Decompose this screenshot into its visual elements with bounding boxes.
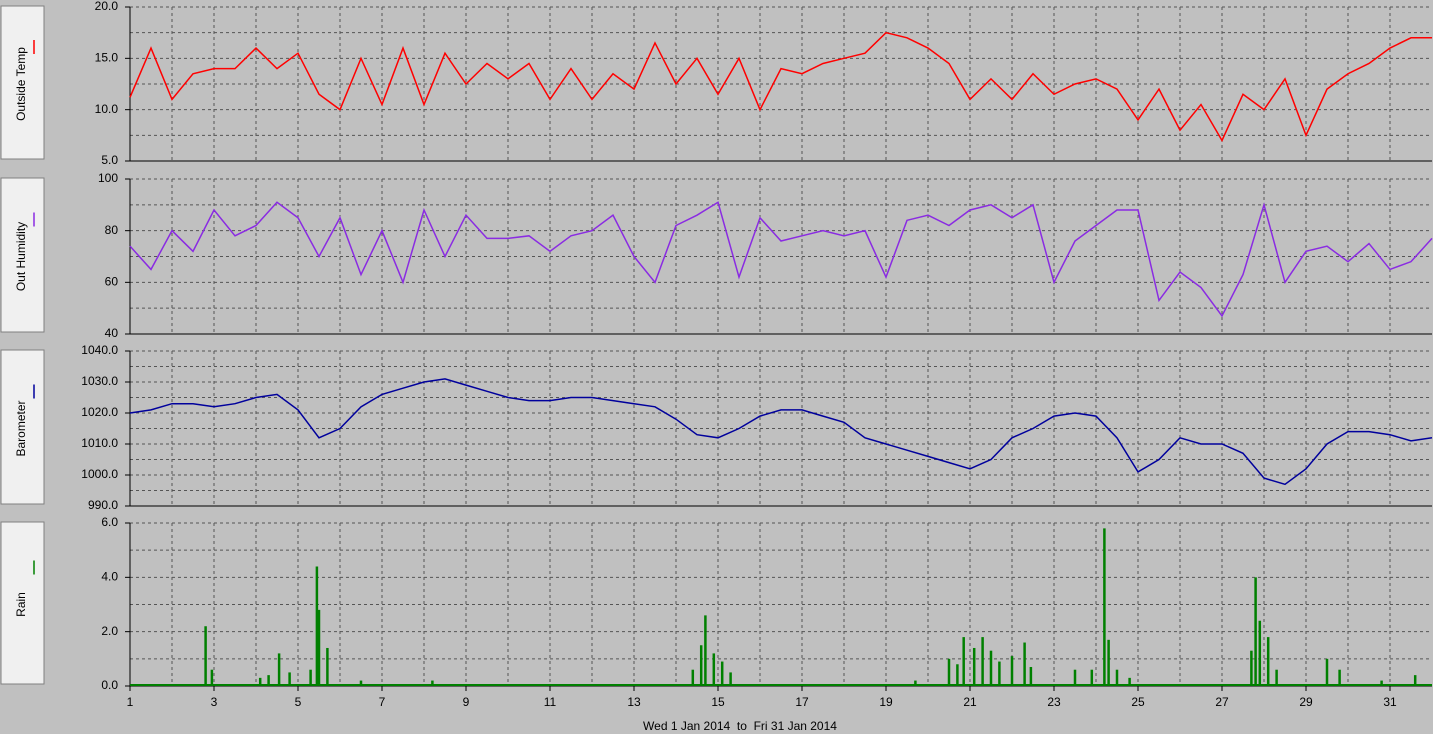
x-tick-label: 15 [711, 695, 725, 709]
x-tick-label: 23 [1047, 695, 1061, 709]
x-axis-label: Wed 1 Jan 2014 to Fri 31 Jan 2014 [643, 719, 837, 733]
y-tick-label: 1030.0 [81, 374, 118, 388]
x-tick-label: 31 [1383, 695, 1397, 709]
x-tick-label: 29 [1299, 695, 1313, 709]
series-line [129, 31, 1432, 143]
y-tick-label: 1010.0 [81, 436, 118, 450]
y-tick-label: 6.0 [101, 515, 118, 529]
y-tick-label: 1020.0 [81, 405, 118, 419]
y-tick-label: 0.0 [101, 678, 118, 692]
y-tick-label: 100 [98, 171, 118, 185]
axis-button [0, 521, 45, 685]
y-tick-label: 990.0 [88, 498, 118, 512]
y-tick-label: 15.0 [95, 51, 119, 65]
y-axis-label: Rain [14, 592, 28, 617]
y-tick-label: 80 [105, 223, 119, 237]
x-tick-label: 7 [379, 695, 386, 709]
axis-button [0, 5, 45, 160]
y-tick-label: 20.0 [95, 0, 119, 13]
series-line [129, 201, 1433, 318]
x-tick-label: 3 [211, 695, 218, 709]
x-tick-label: 9 [463, 695, 470, 709]
axis-button [0, 349, 45, 505]
y-tick-label: 1040.0 [81, 343, 118, 357]
x-tick-label: 19 [879, 695, 893, 709]
x-tick-label: 13 [627, 695, 641, 709]
series-line [129, 378, 1433, 486]
axis-button [0, 177, 45, 333]
x-tick-label: 11 [544, 695, 557, 709]
y-tick-label: 2.0 [101, 624, 118, 638]
y-axis-label: Outside Temp [14, 47, 28, 121]
y-tick-label: 40 [105, 326, 119, 340]
x-tick-label: 1 [127, 695, 134, 709]
x-tick-label: 27 [1215, 695, 1229, 709]
y-axis-label: Out Humidity [14, 222, 28, 291]
y-tick-label: 1000.0 [81, 467, 118, 481]
x-tick-label: 25 [1131, 695, 1145, 709]
x-tick-label: 17 [795, 695, 809, 709]
y-tick-label: 10.0 [95, 102, 119, 116]
y-axis-label: Barometer [14, 400, 28, 456]
y-tick-label: 5.0 [101, 153, 118, 167]
x-tick-label: 5 [295, 695, 302, 709]
y-tick-label: 60 [105, 275, 119, 289]
y-tick-label: 4.0 [101, 570, 118, 584]
x-tick-label: 21 [963, 695, 977, 709]
